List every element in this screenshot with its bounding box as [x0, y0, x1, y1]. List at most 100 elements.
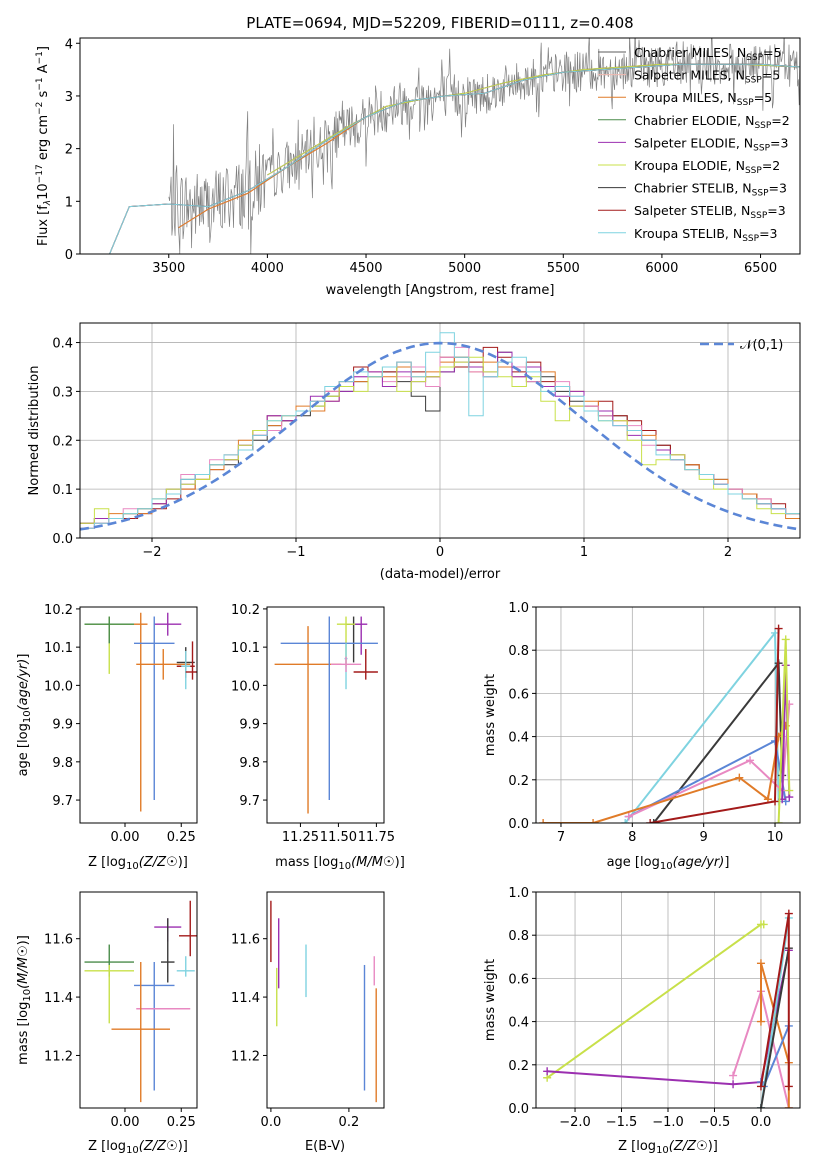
error-bar-point	[136, 649, 191, 680]
plot-area	[109, 38, 800, 254]
weight-marker	[759, 920, 768, 929]
y-axis-label: Flux [fλ10−17 erg cm−2 s−1 A−1]	[35, 46, 53, 246]
x-tick-label: 11.75	[358, 830, 395, 845]
y-axis-label: mass weight	[483, 959, 498, 1041]
y-tick-label: 11.2	[44, 1049, 73, 1064]
x-tick-label: 9	[700, 830, 708, 845]
x-axis-label: E(B-V)	[305, 1139, 345, 1154]
error-bar-point	[134, 612, 148, 812]
weight-marker	[781, 635, 790, 644]
error-bar-point	[176, 956, 195, 977]
y-label-part: 10	[36, 183, 51, 200]
label-part: (age/yr)	[16, 659, 31, 711]
legend-name: Kroupa MILES, N	[634, 90, 737, 105]
x-axis-label: mass [log10(M/M☉)]	[275, 855, 405, 872]
label-part: 10	[126, 861, 139, 872]
x-tick-label: 0.0	[261, 1115, 282, 1130]
y-axis-label: age [log10(age/yr)]	[16, 654, 33, 777]
error-bar-point	[274, 626, 342, 814]
y-label-part: −1	[35, 77, 45, 90]
y-tick-label: 9.8	[52, 756, 73, 771]
y-tick-label: 9.7	[52, 794, 73, 809]
mass-vs-extinction-panel: 0.0 0.2 11.2 11.4 11.6 E(B-V)	[231, 891, 385, 1154]
weight-marker	[649, 819, 658, 823]
weight-vs-metallicity-panel: −2.0 −1.5 −1.0 −0.5 0.0 0.0 0.2 0.4 0.6 0.8 1.0 Z […	[483, 886, 801, 1156]
legend-sub: SSP	[746, 53, 763, 63]
y-tick-label: 0.0	[508, 1102, 529, 1117]
label-part: age [log	[607, 855, 660, 870]
legend-label: Chabrier MILES, NSSP=5	[634, 45, 782, 63]
legend-sub: SSP	[745, 76, 762, 86]
y-tick-label: 1	[65, 195, 73, 210]
x-axis-label: Z [log10(Z/Z☉)]	[618, 1139, 718, 1156]
weight-marker	[756, 1104, 765, 1108]
y-tick-label: 10.0	[44, 679, 73, 694]
weight-marker	[735, 773, 744, 782]
y-tick-label: 0.4	[508, 1016, 529, 1031]
label-part: ☉)]	[166, 1139, 188, 1154]
plot-area	[84, 612, 197, 812]
y-tick-label: 2	[65, 143, 73, 158]
spectrum-panel: 3500 4000 4500 5000 5500 6000 6500 0 1 2 3 4 wavelen…	[35, 37, 801, 298]
y-label-part: −2	[35, 102, 45, 115]
legend-name: Salpeter ELODIE, N	[634, 135, 753, 150]
y-tick-label: 1.0	[508, 886, 529, 901]
y-tick-label: 11.6	[44, 933, 73, 948]
legend-count: =5	[754, 90, 772, 105]
weight-marker	[756, 959, 765, 968]
weight-marker	[746, 756, 755, 765]
y-tick-label: 0.2	[52, 434, 73, 449]
legend-name: Salpeter STELIB, N	[634, 203, 750, 218]
label-part: (M/M	[16, 957, 31, 989]
label-part: 10	[22, 989, 33, 1002]
histogram-step	[80, 356, 800, 538]
legend-count: =5	[762, 68, 780, 83]
y-tick-label: 3	[65, 90, 73, 105]
y-label-part: −17	[35, 164, 45, 183]
x-tick-label: 0.00	[111, 1115, 140, 1130]
weight-marker	[539, 819, 548, 823]
axes-frame	[79, 891, 198, 1109]
label-part: mass [log	[275, 855, 338, 870]
axes-frame	[266, 606, 385, 824]
label-part: 10	[338, 861, 351, 872]
y-tick-label: 9.7	[239, 794, 260, 809]
y-label-part: s	[36, 90, 51, 101]
y-label-part: −1	[35, 51, 45, 64]
weight-line	[543, 725, 787, 823]
weight-marker	[784, 1082, 793, 1091]
legend-count: =3	[770, 135, 788, 150]
label-part: ]	[724, 855, 729, 870]
error-bar-point	[355, 616, 368, 655]
legend-label: Kroupa STELIB, NSSP=3	[634, 226, 778, 244]
weight-marker	[774, 624, 783, 633]
error-bar-point	[154, 612, 182, 636]
x-tick-label: 11.50	[320, 830, 357, 845]
label-part: 10	[656, 1145, 669, 1156]
y-axis-label: Normed distribution	[27, 366, 42, 496]
legend-name: Kroupa ELODIE, N	[634, 158, 745, 173]
legend-label: Salpeter ELODIE, NSSP=3	[634, 135, 788, 153]
y-tick-label: 9.9	[52, 718, 73, 733]
weight-marker	[624, 812, 633, 821]
y-tick-label: 11.4	[231, 991, 260, 1006]
y-tick-label: 10.0	[231, 679, 260, 694]
y-axis-label: mass weight	[483, 674, 498, 756]
x-tick-label: 5500	[547, 261, 580, 276]
x-tick-label: 8	[628, 830, 636, 845]
y-tick-label: 0.6	[508, 972, 529, 987]
figure-title: PLATE=0694, MJD=52209, FIBERID=0111, z=0…	[246, 14, 633, 32]
y-tick-label: 0.8	[508, 929, 529, 944]
legend-name: Salpeter MILES, N	[634, 68, 745, 83]
y-tick-label: 0.3	[52, 385, 73, 400]
x-tick-label: 5000	[448, 261, 481, 276]
gaussian-curve	[80, 341, 800, 531]
x-tick-label: 0.00	[111, 830, 140, 845]
weight-marker	[543, 1067, 552, 1076]
legend-count: =3	[759, 226, 777, 241]
x-tick-label: −2	[142, 545, 161, 560]
weight-marker	[774, 819, 783, 823]
label-part: ☉)]	[16, 935, 31, 957]
error-bar-point	[280, 616, 378, 801]
